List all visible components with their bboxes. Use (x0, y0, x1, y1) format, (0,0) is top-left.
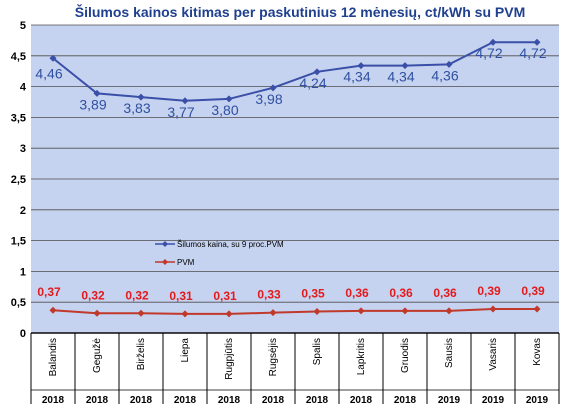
x-tick-label: Rugpjūtis (224, 338, 235, 380)
y-tick-label: 5 (20, 20, 26, 32)
x-year-label: 2018 (262, 395, 285, 406)
data-label: 0,37 (37, 285, 61, 299)
data-point (49, 306, 57, 314)
data-point (357, 62, 365, 70)
x-year-label: 2019 (438, 395, 461, 406)
x-year-label: 2018 (394, 395, 417, 406)
data-label: 4,34 (387, 69, 414, 85)
x-year-label: 2018 (174, 395, 197, 406)
y-tick-label: 1 (20, 266, 26, 278)
x-axis: Balandis 2018 Gegužė 2018 Birželis 2018 Liepa 2… (30, 332, 560, 406)
x-tick-label: Vasaris (488, 338, 499, 371)
x-year-label: 2019 (526, 395, 549, 406)
data-point (269, 84, 277, 92)
data-point (49, 54, 57, 62)
data-point (181, 310, 189, 318)
x-tick-label: Liepa (180, 338, 191, 363)
legend-label: PVM (177, 258, 195, 267)
y-tick-label: 0,5 (11, 297, 26, 309)
y-tick-label: 4 (20, 82, 27, 94)
x-tick-label: Rugsėjis (268, 338, 279, 376)
legend-swatch-marker (162, 259, 168, 265)
data-label: 0,32 (81, 288, 105, 302)
x-year-label: 2018 (86, 395, 109, 406)
legend-label: Šilumos kaina, su 9 proc.PVM (177, 240, 284, 249)
legend-swatch-marker (162, 241, 168, 247)
x-year-label: 2019 (482, 395, 505, 406)
data-label: 0,33 (257, 288, 281, 302)
data-label: 0,36 (389, 286, 413, 300)
y-tick-label: 1,5 (11, 236, 26, 248)
data-label: 4,36 (431, 67, 458, 83)
y-tick-label: 2 (20, 205, 26, 217)
x-tick-label: Lapkritis (356, 338, 367, 375)
x-year-label: 2018 (350, 395, 373, 406)
data-point (533, 305, 541, 313)
x-tick-label: Gruodis (400, 338, 411, 373)
data-point (93, 309, 101, 317)
series-line-heat-price (52, 41, 537, 102)
data-label: 3,77 (167, 104, 194, 120)
data-label: 0,36 (345, 286, 369, 300)
data-label: 4,72 (519, 45, 546, 61)
data-label: 0,35 (301, 286, 325, 300)
data-label: 3,89 (79, 96, 106, 112)
data-point (489, 38, 497, 46)
data-label: 4,72 (475, 45, 502, 61)
series: 4,46 3,89 3,83 3,77 3,80 3,98 4,24 4,34 4,34 4,36… (35, 38, 547, 318)
x-year-label: 2018 (130, 395, 153, 406)
data-label: 0,36 (433, 286, 457, 300)
data-label: 3,98 (255, 91, 282, 107)
data-point (533, 38, 541, 46)
y-tick-label: 3,5 (11, 112, 26, 124)
data-label: 3,83 (123, 100, 150, 116)
data-point (137, 309, 145, 317)
chart-title: Šilumos kainos kitimas per paskutinius 1… (75, 3, 525, 20)
data-label: 4,24 (299, 75, 326, 91)
data-point (401, 307, 409, 315)
x-tick-label: Balandis (48, 338, 59, 376)
data-label: 0,39 (477, 284, 501, 298)
data-label: 0,31 (169, 289, 193, 303)
data-point (489, 305, 497, 313)
x-tick-label: Sausis (444, 338, 455, 368)
data-point (313, 307, 321, 315)
series-line-vat (52, 307, 537, 315)
data-point (181, 97, 189, 105)
y-tick-label: 3 (20, 143, 26, 155)
data-point (137, 93, 145, 101)
data-label: 3,80 (211, 102, 238, 118)
y-tick-label: 4,5 (11, 51, 26, 63)
data-label: 0,32 (125, 288, 149, 302)
data-label: 4,34 (343, 69, 370, 85)
data-point (93, 89, 101, 97)
data-point (225, 95, 233, 103)
data-point (401, 62, 409, 70)
data-point (313, 68, 321, 76)
data-point (357, 307, 365, 315)
x-year-label: 2018 (306, 395, 329, 406)
data-label: 0,39 (521, 284, 545, 298)
y-axis-tick-labels: 0 0,5 1 1,5 2 2,5 3 3,5 4 4,5 5 (11, 20, 27, 340)
data-point (225, 310, 233, 318)
y-tick-label: 0 (20, 328, 26, 340)
x-tick-label: Birželis (136, 338, 147, 370)
x-tick-label: Spalis (312, 338, 323, 365)
legend: Šilumos kaina, su 9 proc.PVM PVM (155, 240, 284, 267)
data-label: 4,46 (35, 65, 62, 81)
x-tick-label: Gegužė (92, 338, 103, 373)
y-tick-label: 2,5 (11, 174, 26, 186)
x-year-label: 2018 (42, 395, 65, 406)
data-point (445, 60, 453, 68)
x-tick-label: Kovas (532, 338, 543, 366)
data-label: 0,31 (213, 289, 237, 303)
data-point (269, 309, 277, 317)
data-point (445, 307, 453, 315)
x-year-label: 2018 (218, 395, 241, 406)
